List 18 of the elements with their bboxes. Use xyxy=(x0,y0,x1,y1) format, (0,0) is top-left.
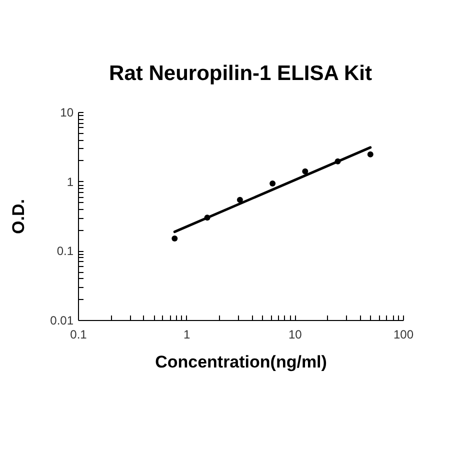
x-tick-label: 1 xyxy=(183,328,190,342)
x-tick-label: 0.1 xyxy=(70,328,88,342)
y-tick-label: 0.01 xyxy=(50,314,74,328)
point xyxy=(302,168,308,174)
point xyxy=(334,158,341,164)
point xyxy=(236,196,243,203)
chart-title: Rat Neuropilin-1 ELISA Kit xyxy=(109,62,372,85)
point xyxy=(204,214,210,221)
y-tick-label: 1 xyxy=(66,174,74,189)
point xyxy=(172,235,178,242)
point xyxy=(270,180,276,187)
x-tick-label: 10 xyxy=(288,328,302,342)
y-tick-label: 0.1 xyxy=(56,244,74,258)
y-axis-title: O.D. xyxy=(9,199,28,234)
x-axis-title: Concentration(ng/ml) xyxy=(155,352,327,372)
point xyxy=(367,151,374,158)
y-tick-label: 10 xyxy=(60,106,74,120)
x-tick-label: 100 xyxy=(393,328,414,342)
